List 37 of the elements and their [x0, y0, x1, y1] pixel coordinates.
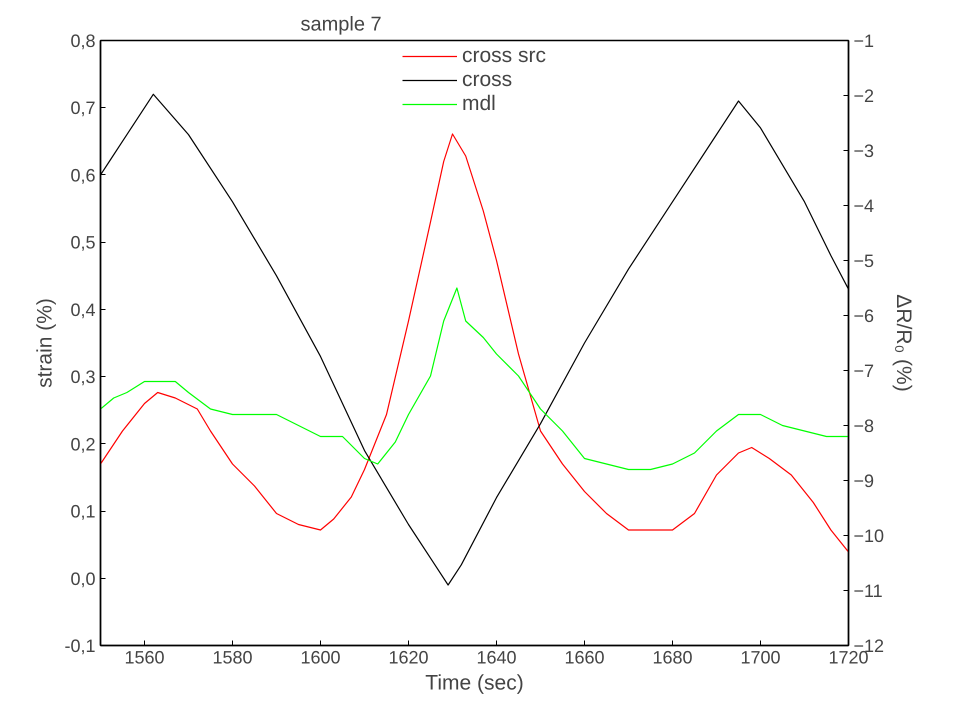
y2-tick-label: −9: [854, 471, 874, 491]
y2-tick-label: −10: [854, 526, 884, 546]
y-tick-label: 0,1: [70, 502, 96, 522]
y2-tick-label: −5: [854, 251, 874, 271]
y2-tick-label: −4: [854, 196, 874, 216]
y-tick-label: 0,4: [70, 300, 96, 320]
x-tick-label: 1700: [740, 648, 781, 668]
y2-tick-label: −2: [854, 86, 874, 106]
y-tick-label: 0,8: [70, 31, 96, 51]
x-tick-label: 1600: [300, 648, 341, 668]
x-tick-label: 1580: [212, 648, 253, 668]
y2-axis-title: ΔR/R₀ (%): [892, 294, 916, 392]
line-series: [100, 287, 848, 470]
y2-tick-label: −6: [854, 306, 874, 326]
y2-tick-label: −7: [854, 361, 874, 381]
y-axis-title: strain (%): [33, 298, 56, 388]
y-tick-label: 0,2: [70, 434, 96, 454]
x-tick-label: 1560: [124, 648, 165, 668]
chart-title: sample 7: [300, 14, 382, 36]
y-tick-label: 0,0: [70, 568, 96, 589]
x-tick-label: 1620: [388, 648, 429, 668]
y2-tick-label: −3: [854, 141, 874, 161]
y2-tick-label: −8: [854, 416, 874, 436]
x-tick-label: 1660: [564, 648, 605, 668]
y2-tick-label: −11: [854, 581, 883, 601]
legend-label: cross src: [462, 44, 546, 68]
y2-tick-label: −1: [854, 31, 874, 51]
legend-label: cross: [462, 68, 512, 92]
legend-label: mdl: [462, 92, 496, 116]
y-tick-label: 0,3: [70, 367, 96, 388]
x-axis-title: Time (sec): [425, 672, 524, 694]
y-tick-label: 0,7: [70, 98, 96, 118]
y-tick-label: 0,6: [70, 165, 96, 186]
x-tick-label: 1640: [476, 648, 517, 668]
y-tick-label: -0,1: [64, 636, 96, 656]
y-tick-label: 0,5: [70, 232, 96, 253]
x-tick-label: 1680: [652, 648, 693, 668]
